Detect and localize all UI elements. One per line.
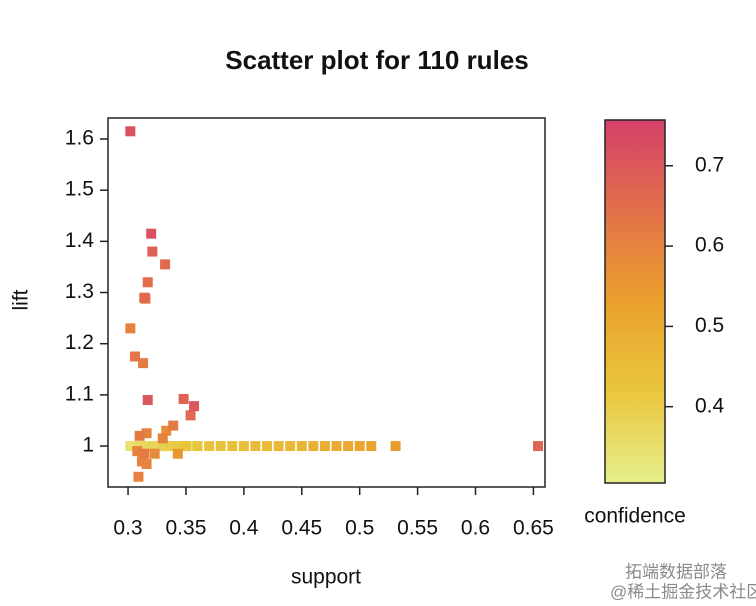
- point: [319, 441, 330, 452]
- plot-frame: [107, 117, 546, 488]
- point: [186, 441, 197, 452]
- x-tick-label: 0.45: [281, 517, 322, 540]
- point: [160, 259, 171, 270]
- point: [192, 441, 203, 452]
- point: [168, 420, 179, 431]
- point: [141, 458, 152, 469]
- point: [129, 351, 140, 362]
- point: [134, 430, 145, 441]
- point: [132, 446, 143, 457]
- x-tick-label: 0.5: [345, 517, 374, 540]
- point: [141, 428, 152, 439]
- point: [238, 441, 249, 452]
- point: [157, 433, 168, 444]
- point: [161, 425, 172, 436]
- colorbar-tick-label: 0.4: [695, 394, 725, 417]
- y-tick-label: 1.2: [65, 331, 94, 354]
- point: [331, 441, 342, 452]
- point: [178, 393, 189, 404]
- y-tick-label: 1.6: [65, 127, 94, 150]
- point: [139, 292, 150, 303]
- point: [250, 441, 261, 452]
- x-tick-label: 0.65: [513, 517, 554, 540]
- point: [157, 441, 168, 452]
- point: [343, 441, 354, 452]
- point: [147, 246, 158, 257]
- y-tick-label: 1.4: [65, 229, 95, 252]
- y-tick-label: 1.3: [65, 280, 94, 303]
- point: [285, 441, 296, 452]
- y-axis-label: lift: [10, 289, 33, 310]
- colorbar-label: confidence: [584, 505, 686, 528]
- point: [189, 401, 200, 412]
- point: [139, 448, 150, 459]
- x-tick-label: 0.35: [166, 517, 207, 540]
- point: [172, 448, 183, 459]
- x-tick-label: 0.4: [229, 517, 259, 540]
- point: [180, 441, 191, 452]
- point: [273, 441, 284, 452]
- watermark: 拓端数据部落: [625, 562, 727, 581]
- point: [354, 441, 365, 452]
- x-tick-label: 0.55: [397, 517, 438, 540]
- colorbar-tick-label: 0.5: [695, 314, 724, 337]
- point: [296, 441, 307, 452]
- point: [366, 441, 377, 452]
- point: [133, 471, 144, 482]
- x-tick-label: 0.3: [113, 517, 142, 540]
- y-tick-label: 1.1: [65, 382, 94, 405]
- point: [142, 394, 153, 405]
- point: [142, 277, 153, 288]
- point: [215, 441, 226, 452]
- point: [204, 441, 215, 452]
- point: [146, 228, 157, 239]
- watermark: @稀土掘金技术社区: [610, 582, 756, 601]
- point: [227, 441, 238, 452]
- x-tick-label: 0.6: [461, 517, 490, 540]
- point: [533, 441, 544, 452]
- colorbar-tick-label: 0.6: [695, 234, 724, 257]
- point: [125, 126, 136, 137]
- point: [390, 441, 401, 452]
- y-tick-label: 1.5: [65, 178, 94, 201]
- point: [138, 358, 149, 369]
- colorbar: [604, 119, 666, 484]
- point: [149, 448, 160, 459]
- chart-title: Scatter plot for 110 rules: [225, 45, 528, 75]
- point: [171, 441, 182, 452]
- point: [262, 441, 273, 452]
- x-axis-label: support: [291, 566, 361, 589]
- point: [308, 441, 319, 452]
- y-tick-label: 1: [82, 434, 94, 457]
- colorbar-tick-label: 0.7: [695, 153, 724, 176]
- point: [185, 410, 196, 421]
- point: [125, 323, 136, 334]
